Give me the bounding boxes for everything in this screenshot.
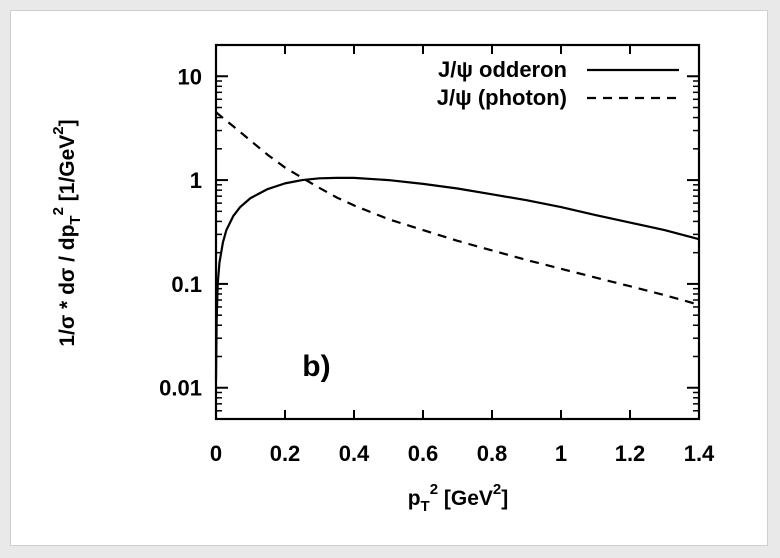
x-tick-label-4: 0.8 bbox=[477, 441, 508, 466]
y-axis-label-end: ] bbox=[56, 119, 79, 126]
legend-label-photon: J/ψ (photon) bbox=[437, 85, 567, 110]
x-tick-label-2: 0.4 bbox=[339, 441, 370, 466]
x-axis-label-end: ] bbox=[501, 487, 508, 510]
x-axis-label-base: p bbox=[408, 487, 421, 510]
series-line-odderon bbox=[214, 176, 700, 380]
axis-ticks bbox=[215, 44, 700, 420]
x-tick-label-1: 0.2 bbox=[270, 441, 301, 466]
y-axis-label-unit-sup: 2 bbox=[50, 126, 67, 134]
x-axis-label-sup: 2 bbox=[430, 481, 438, 498]
chart: 0 0.2 0.4 0.6 0.8 1 1.2 1.4 10 1 0.1 0.01 J/ψ odder… bbox=[50, 43, 715, 515]
plot-area bbox=[214, 43, 701, 421]
legend-label-odderon: J/ψ odderon bbox=[438, 57, 567, 82]
x-axis-label-sub: T bbox=[421, 498, 430, 515]
annotation-b: b) bbox=[302, 350, 330, 383]
legend: J/ψ odderon J/ψ (photon) bbox=[437, 57, 679, 110]
y-axis-label-rest: [1/GeV bbox=[56, 135, 79, 207]
series-line-photon bbox=[215, 111, 700, 306]
chart-frame: 0 0.2 0.4 0.6 0.8 1 1.2 1.4 10 1 0.1 0.01 J/ψ odder… bbox=[10, 10, 768, 546]
y-axis-label-sup: 2 bbox=[50, 207, 67, 215]
y-tick-label-1: 1 bbox=[190, 168, 202, 193]
tick-labels: 0 0.2 0.4 0.6 0.8 1 1.2 1.4 10 1 0.1 0.01 bbox=[159, 64, 715, 466]
y-axis-label-sub: T bbox=[67, 215, 84, 224]
y-tick-label-3: 0.01 bbox=[159, 376, 202, 401]
x-axis-label-unit-sup: 2 bbox=[493, 481, 501, 498]
x-axis-label-rest: [GeV bbox=[438, 487, 493, 510]
x-tick-label-3: 0.6 bbox=[408, 441, 439, 466]
y-axis-label-text: 1/σ * dσ / dp bbox=[56, 225, 79, 347]
x-tick-label-0: 0 bbox=[210, 441, 222, 466]
x-axis-label: pT2 [GeV2] bbox=[408, 481, 509, 515]
y-axis-label: 1/σ * dσ / dpT2 [1/GeV2] bbox=[50, 119, 84, 346]
x-tick-label-7: 1.4 bbox=[684, 441, 715, 466]
x-tick-label-5: 1 bbox=[555, 441, 567, 466]
y-tick-label-0: 10 bbox=[178, 64, 202, 89]
x-tick-label-6: 1.2 bbox=[615, 441, 646, 466]
y-tick-label-2: 0.1 bbox=[171, 272, 202, 297]
plot-border bbox=[214, 43, 701, 421]
series-layer bbox=[214, 111, 700, 380]
